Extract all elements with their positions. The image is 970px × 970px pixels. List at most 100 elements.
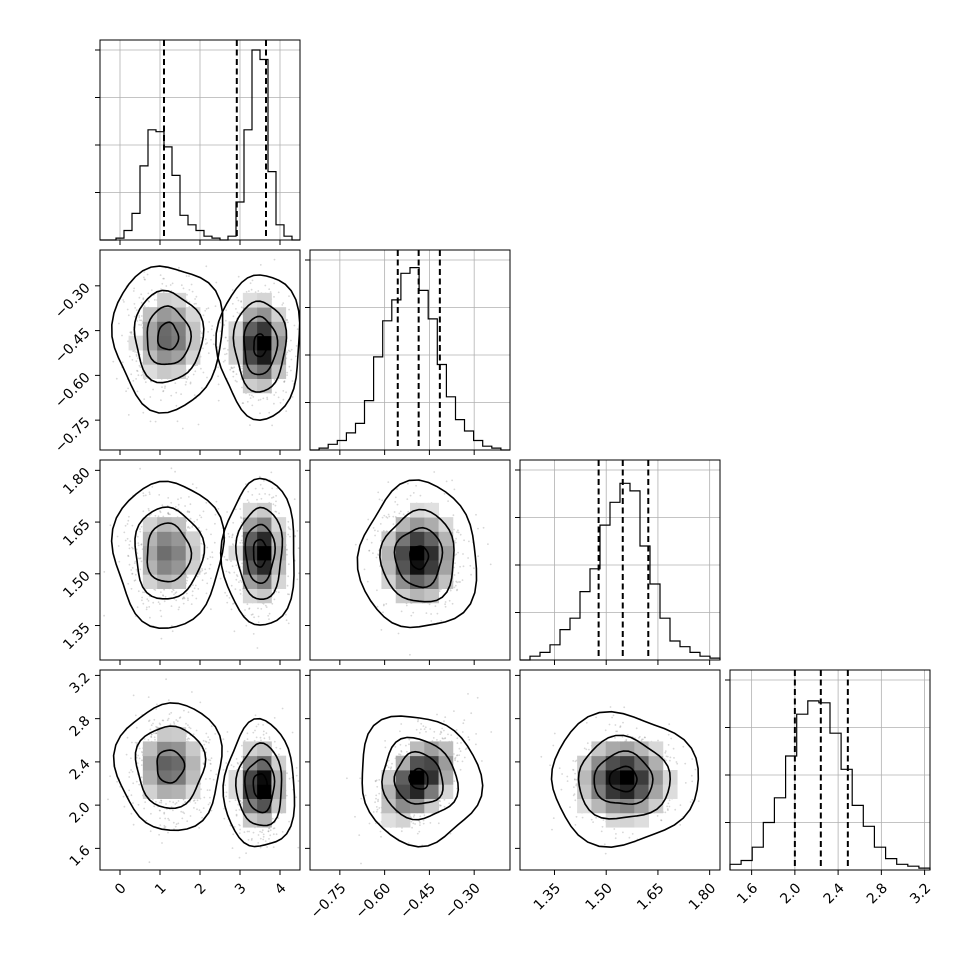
density-cell [185, 545, 201, 561]
scatter-point [245, 624, 248, 627]
scatter-point [267, 830, 270, 833]
scatter-point [228, 572, 231, 574]
scatter-point [252, 633, 255, 635]
scatter-point [161, 719, 164, 722]
scatter-point [192, 733, 195, 736]
scatter-point [242, 402, 245, 404]
scatter-point [185, 381, 188, 383]
density-cell [410, 517, 425, 532]
scatter-point [249, 282, 252, 285]
scatter-point [241, 521, 243, 524]
scatter-point [278, 512, 280, 515]
scatter-point [375, 797, 377, 800]
scatter-point [259, 736, 262, 739]
scatter-point [140, 293, 143, 296]
scatter-point [297, 547, 300, 550]
density-cell [257, 545, 272, 561]
scatter-point [160, 799, 163, 802]
scatter-point [238, 808, 241, 811]
scatter-point [272, 496, 275, 499]
scatter-point [231, 289, 234, 291]
scatter-point [185, 732, 188, 735]
scatter-point [290, 339, 292, 342]
scatter-point [152, 601, 155, 604]
scatter-point [262, 724, 264, 726]
scatter-point [135, 360, 138, 363]
scatter-point [188, 275, 190, 277]
scatter-point [285, 391, 287, 394]
scatter-point [409, 494, 412, 497]
scatter-point [382, 530, 385, 532]
scatter-point [193, 799, 196, 802]
scatter-point [453, 586, 456, 589]
scatter-point [386, 517, 389, 519]
density-cell [257, 588, 272, 604]
scatter-point [147, 600, 150, 602]
scatter-point [135, 726, 138, 729]
scatter-point [273, 402, 275, 405]
scatter-point [381, 499, 384, 502]
scatter-point [185, 275, 188, 277]
scatter-point [368, 549, 371, 552]
scatter-point [255, 736, 258, 739]
scatter-point [217, 383, 220, 386]
scatter-point [148, 720, 150, 723]
scatter-point [180, 393, 183, 395]
scatter-point [374, 534, 376, 537]
scatter-point [363, 568, 366, 571]
contour-line [219, 477, 295, 626]
scatter-point [239, 593, 242, 595]
density-cell [424, 517, 439, 532]
scatter-point [257, 615, 260, 618]
scatter-point [215, 773, 218, 776]
scatter-point [455, 553, 458, 556]
scatter-point [162, 277, 165, 280]
scatter-point [197, 588, 200, 590]
scatter-point [268, 493, 271, 496]
scatter-point [210, 338, 212, 341]
scatter-point [103, 571, 106, 573]
scatter-point [210, 608, 212, 611]
scatter-point [162, 719, 165, 722]
scatter-point [456, 589, 458, 592]
scatter-point [262, 730, 265, 733]
scatter-point [238, 581, 240, 583]
scatter-point [232, 370, 235, 373]
scatter-point [296, 328, 299, 331]
scatter-point [251, 494, 254, 496]
scatter-point [225, 352, 228, 355]
scatter-point [103, 614, 105, 617]
scatter-point [239, 508, 242, 510]
scatter-point [241, 755, 243, 758]
scatter-point [272, 827, 275, 830]
scatter-point [254, 487, 257, 490]
scatter-point [377, 553, 379, 556]
scatter-point [246, 499, 249, 501]
scatter-point [275, 590, 278, 593]
scatter-point [169, 284, 172, 286]
contour-line [232, 300, 288, 393]
scatter-point [457, 572, 460, 574]
scatter-point [153, 732, 155, 735]
scatter-point [140, 543, 143, 546]
scatter-point [143, 738, 146, 740]
scatter-point [224, 359, 226, 362]
scatter-point [232, 521, 235, 524]
joint-panel-1-0 [99, 249, 301, 451]
scatter-point [286, 772, 288, 775]
scatter-point [177, 608, 180, 611]
scatter-point [407, 482, 409, 485]
scatter-point [276, 487, 279, 490]
scatter-point [172, 801, 175, 804]
density-cell [381, 545, 397, 561]
scatter-point [273, 394, 276, 396]
density-cell [257, 812, 272, 828]
scatter-point [188, 511, 191, 514]
scatter-point [156, 703, 158, 706]
scatter-point [459, 565, 461, 568]
density-cells-2-0 [142, 502, 287, 604]
joint-content-1-0 [110, 258, 300, 430]
scatter-point [144, 494, 147, 497]
scatter-point [185, 299, 188, 302]
scatter-point [184, 383, 187, 386]
